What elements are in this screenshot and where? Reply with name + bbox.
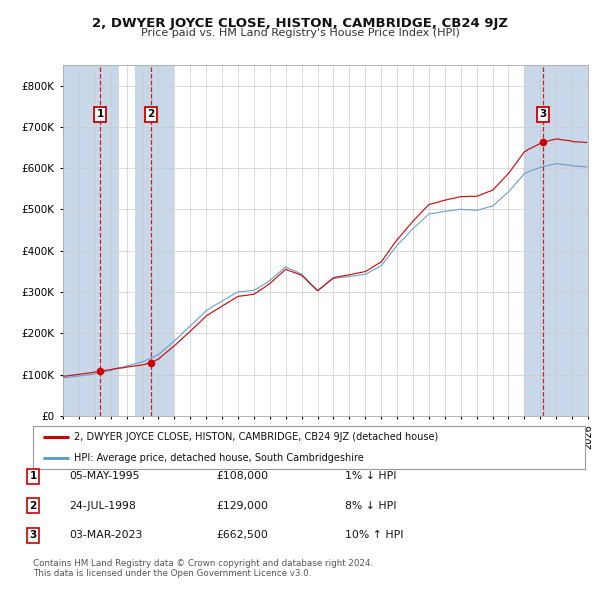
Text: 2: 2 bbox=[148, 110, 155, 119]
Text: 8% ↓ HPI: 8% ↓ HPI bbox=[345, 501, 397, 510]
Text: 1: 1 bbox=[29, 471, 37, 481]
Text: £662,500: £662,500 bbox=[216, 530, 268, 540]
Text: 3: 3 bbox=[539, 110, 547, 119]
Text: 2: 2 bbox=[29, 501, 37, 510]
Bar bbox=[134, 65, 175, 416]
Text: 3: 3 bbox=[29, 530, 37, 540]
Text: £108,000: £108,000 bbox=[216, 471, 268, 481]
Text: 10% ↑ HPI: 10% ↑ HPI bbox=[345, 530, 404, 540]
Text: Contains HM Land Registry data © Crown copyright and database right 2024.: Contains HM Land Registry data © Crown c… bbox=[33, 559, 373, 568]
Text: £129,000: £129,000 bbox=[216, 501, 268, 510]
Text: This data is licensed under the Open Government Licence v3.0.: This data is licensed under the Open Gov… bbox=[33, 569, 311, 578]
Text: Price paid vs. HM Land Registry's House Price Index (HPI): Price paid vs. HM Land Registry's House … bbox=[140, 28, 460, 38]
Bar bbox=[524, 65, 588, 416]
Text: HPI: Average price, detached house, South Cambridgeshire: HPI: Average price, detached house, Sout… bbox=[74, 453, 364, 463]
Text: 24-JUL-1998: 24-JUL-1998 bbox=[69, 501, 136, 510]
Bar bbox=[63, 65, 119, 416]
Text: 2, DWYER JOYCE CLOSE, HISTON, CAMBRIDGE, CB24 9JZ: 2, DWYER JOYCE CLOSE, HISTON, CAMBRIDGE,… bbox=[92, 17, 508, 30]
Text: 1: 1 bbox=[97, 110, 104, 119]
Text: 05-MAY-1995: 05-MAY-1995 bbox=[69, 471, 139, 481]
Text: 03-MAR-2023: 03-MAR-2023 bbox=[69, 530, 142, 540]
Text: 1% ↓ HPI: 1% ↓ HPI bbox=[345, 471, 397, 481]
Text: 2, DWYER JOYCE CLOSE, HISTON, CAMBRIDGE, CB24 9JZ (detached house): 2, DWYER JOYCE CLOSE, HISTON, CAMBRIDGE,… bbox=[74, 432, 439, 442]
